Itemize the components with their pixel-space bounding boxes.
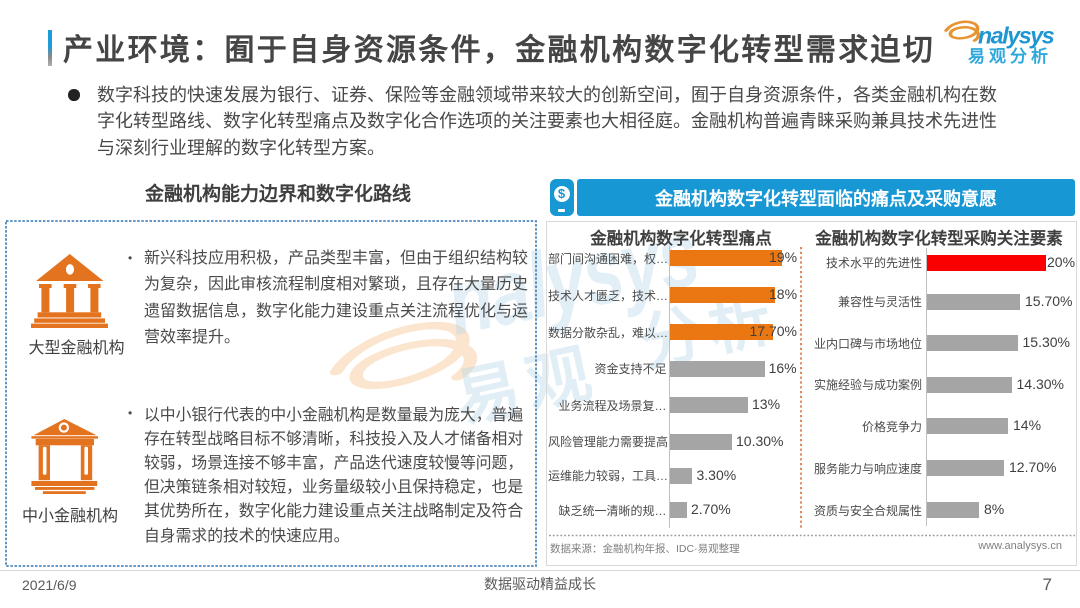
svg-text:易观分析: 易观分析 — [968, 46, 1052, 66]
svg-text:nalysys: nalysys — [978, 23, 1055, 49]
